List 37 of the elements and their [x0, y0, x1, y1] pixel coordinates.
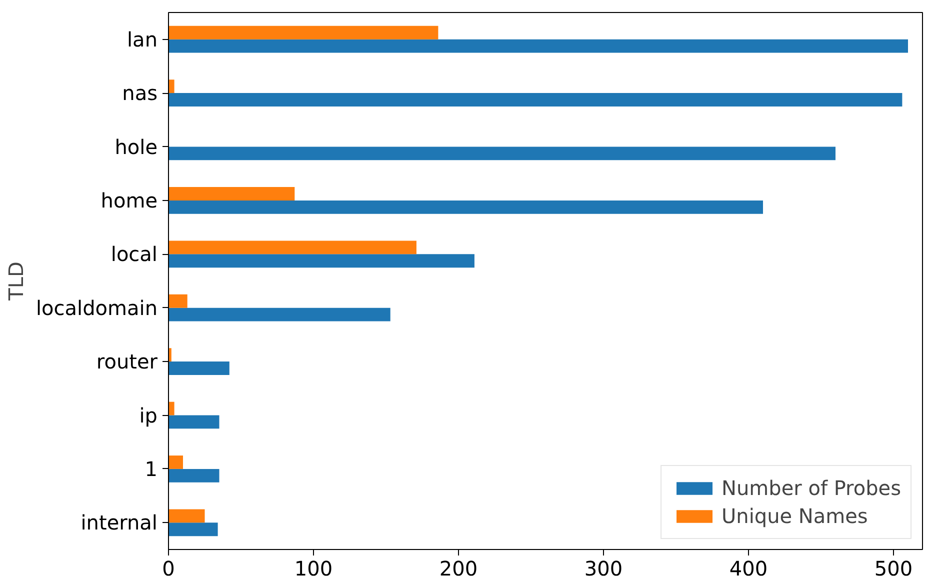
y-tick-label: internal	[80, 510, 158, 535]
x-tick-label: 500	[874, 556, 913, 580]
bar	[168, 294, 188, 308]
legend-label: Number of Probes	[722, 476, 901, 500]
bar	[168, 26, 438, 40]
bar	[168, 146, 836, 160]
bar	[168, 468, 220, 482]
bar	[168, 93, 902, 106]
bar	[168, 456, 183, 469]
bar	[168, 362, 230, 375]
y-axis-title: TLD	[4, 262, 28, 302]
bar	[168, 39, 908, 53]
bar	[168, 254, 474, 268]
bar	[168, 308, 390, 322]
bar	[168, 402, 174, 416]
y-tick-label: 1	[144, 456, 158, 481]
bar	[168, 509, 205, 523]
bar	[168, 80, 174, 94]
bar	[168, 522, 218, 536]
bar	[168, 415, 220, 429]
bar	[168, 240, 416, 254]
y-tick-label: lan	[127, 27, 158, 52]
x-tick-label: 200	[439, 556, 478, 580]
y-tick-label: localdomain	[36, 296, 158, 320]
y-tick-label: home	[100, 188, 158, 212]
legend-label: Unique Names	[722, 504, 868, 528]
x-tick-label: 100	[294, 556, 333, 580]
x-tick-label: 300	[584, 556, 623, 580]
bar	[168, 187, 295, 200]
y-tick-label: hole	[114, 134, 158, 159]
y-tick-label: router	[96, 350, 158, 374]
y-tick-label: nas	[122, 81, 158, 106]
y-tick-label: ip	[139, 403, 158, 428]
y-tick-label: local	[110, 242, 158, 266]
bar	[168, 200, 763, 214]
x-tick-label: 0	[162, 556, 175, 580]
x-tick-label: 400	[729, 556, 768, 580]
